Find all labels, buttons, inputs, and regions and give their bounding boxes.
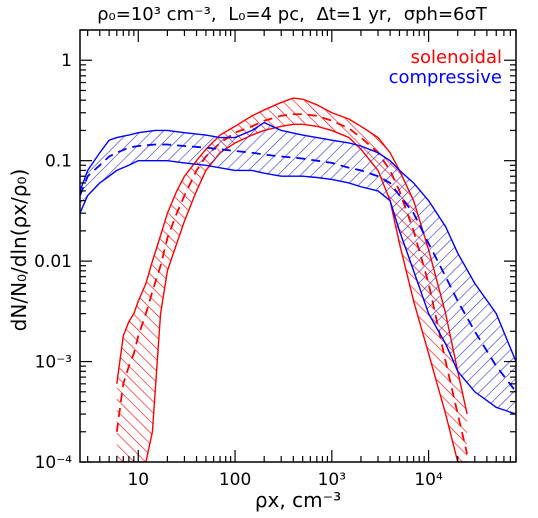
compressive-lower-line [80,159,516,415]
y-axis-label: dN/N₀/dln(ρx/ρ₀) [7,169,31,332]
legend-compressive: compressive [389,67,502,88]
solenoidal-band [116,98,468,462]
x-tick-label: 10³ [318,470,346,490]
y-tick-label: 0.01 [34,252,72,272]
compressive-upper-line [80,121,516,362]
compressive-mean-line [80,143,516,393]
x-tick-label: 10 [127,470,149,490]
y-tick-label: 1 [61,51,72,71]
plot-data [80,97,516,462]
y-tick-label: 10⁻⁴ [35,453,73,473]
y-tick-label: 0.1 [45,152,72,172]
legend: solenoidal compressive [389,47,502,88]
compressive-band [80,122,516,415]
axis-ticks: 10 100 10³ 10⁴ 1 0.1 0.01 10⁻³ 10⁻⁴ [34,29,517,490]
legend-solenoidal: solenoidal [411,47,502,68]
plot-frame [79,29,517,463]
solenoidal-upper-line [116,97,468,415]
x-axis-label: ρx, cm⁻³ [255,488,341,512]
y-tick-label: 10⁻³ [35,353,72,373]
x-tick-label: 100 [219,470,251,490]
x-tick-label: 10⁴ [414,470,443,490]
chart-title: ρ₀=10³ cm⁻³, L₀=4 pc, Δt=1 yr, σph=6σT [97,4,488,25]
